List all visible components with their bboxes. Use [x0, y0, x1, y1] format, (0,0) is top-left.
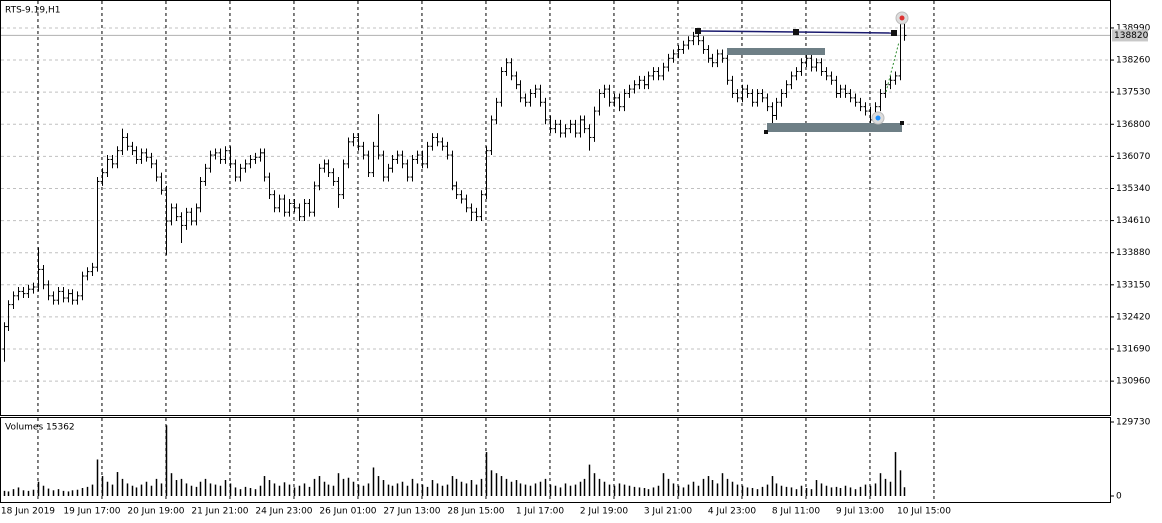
buy-marker-dot: [875, 115, 881, 121]
anchor: [891, 30, 897, 36]
x-tick-label: 18 Jun 2019: [1, 507, 55, 517]
connector: [885, 41, 900, 93]
anchor: [900, 121, 904, 125]
x-tick-label: 10 Jul 15:00: [897, 507, 951, 517]
y-tick-label: 136800: [1116, 120, 1151, 130]
x-tick-label: 20 Jun 19:00: [127, 507, 184, 517]
y-tick-label: 131690: [1116, 345, 1151, 355]
price-pane: [0, 0, 1111, 416]
volume-tick-label: 0: [1116, 492, 1122, 502]
x-tick-label: 27 Jun 13:00: [383, 507, 440, 517]
y-tick-label: 134610: [1116, 216, 1151, 226]
x-tick-label: 19 Jun 17:00: [63, 507, 120, 517]
y-tick-label: 136070: [1116, 152, 1151, 162]
x-tick-label: 26 Jun 01:00: [319, 507, 376, 517]
x-tick-label: 24 Jun 23:00: [255, 507, 312, 517]
y-tick-label: 133150: [1116, 280, 1151, 290]
volume-title: Volumes 15362: [5, 423, 75, 433]
y-tick-label: 137530: [1116, 88, 1151, 98]
x-tick-label: 8 Jul 11:00: [772, 507, 821, 517]
y-tick-label: 132420: [1116, 312, 1151, 322]
grid: [1, 1, 1114, 502]
x-tick-label: 21 Jun 21:00: [191, 507, 248, 517]
y-tick-label: 133880: [1116, 248, 1151, 258]
x-tick-label: 1 Jul 17:00: [516, 507, 565, 517]
y-tick-label: 135340: [1116, 184, 1151, 194]
x-tick-label: 2 Jul 19:00: [580, 507, 629, 517]
x-tick-label: 3 Jul 21:00: [644, 507, 693, 517]
current-price-label: 138820: [1114, 31, 1149, 41]
y-tick-label: 138260: [1116, 56, 1151, 66]
y-tick-label: 138990: [1116, 23, 1151, 33]
anchor: [695, 28, 701, 34]
sell-marker-dot: [899, 15, 905, 21]
zone: [767, 123, 902, 132]
annotations: [695, 11, 909, 134]
volume-pane: [0, 417, 1111, 503]
anchor: [793, 29, 799, 35]
x-tick-label: 28 Jun 15:00: [447, 507, 504, 517]
anchor: [764, 130, 768, 134]
current-price-box: [1112, 29, 1148, 42]
x-tick-label: 4 Jul 23:00: [708, 507, 757, 517]
volume-tick-label: 129730: [1116, 418, 1151, 428]
chart-title: RTS-9.19,H1: [5, 6, 60, 16]
y-tick-label: 130960: [1116, 377, 1151, 387]
zone: [727, 48, 825, 55]
bars: [2, 17, 907, 496]
x-tick-label: 9 Jul 13:00: [836, 507, 885, 517]
